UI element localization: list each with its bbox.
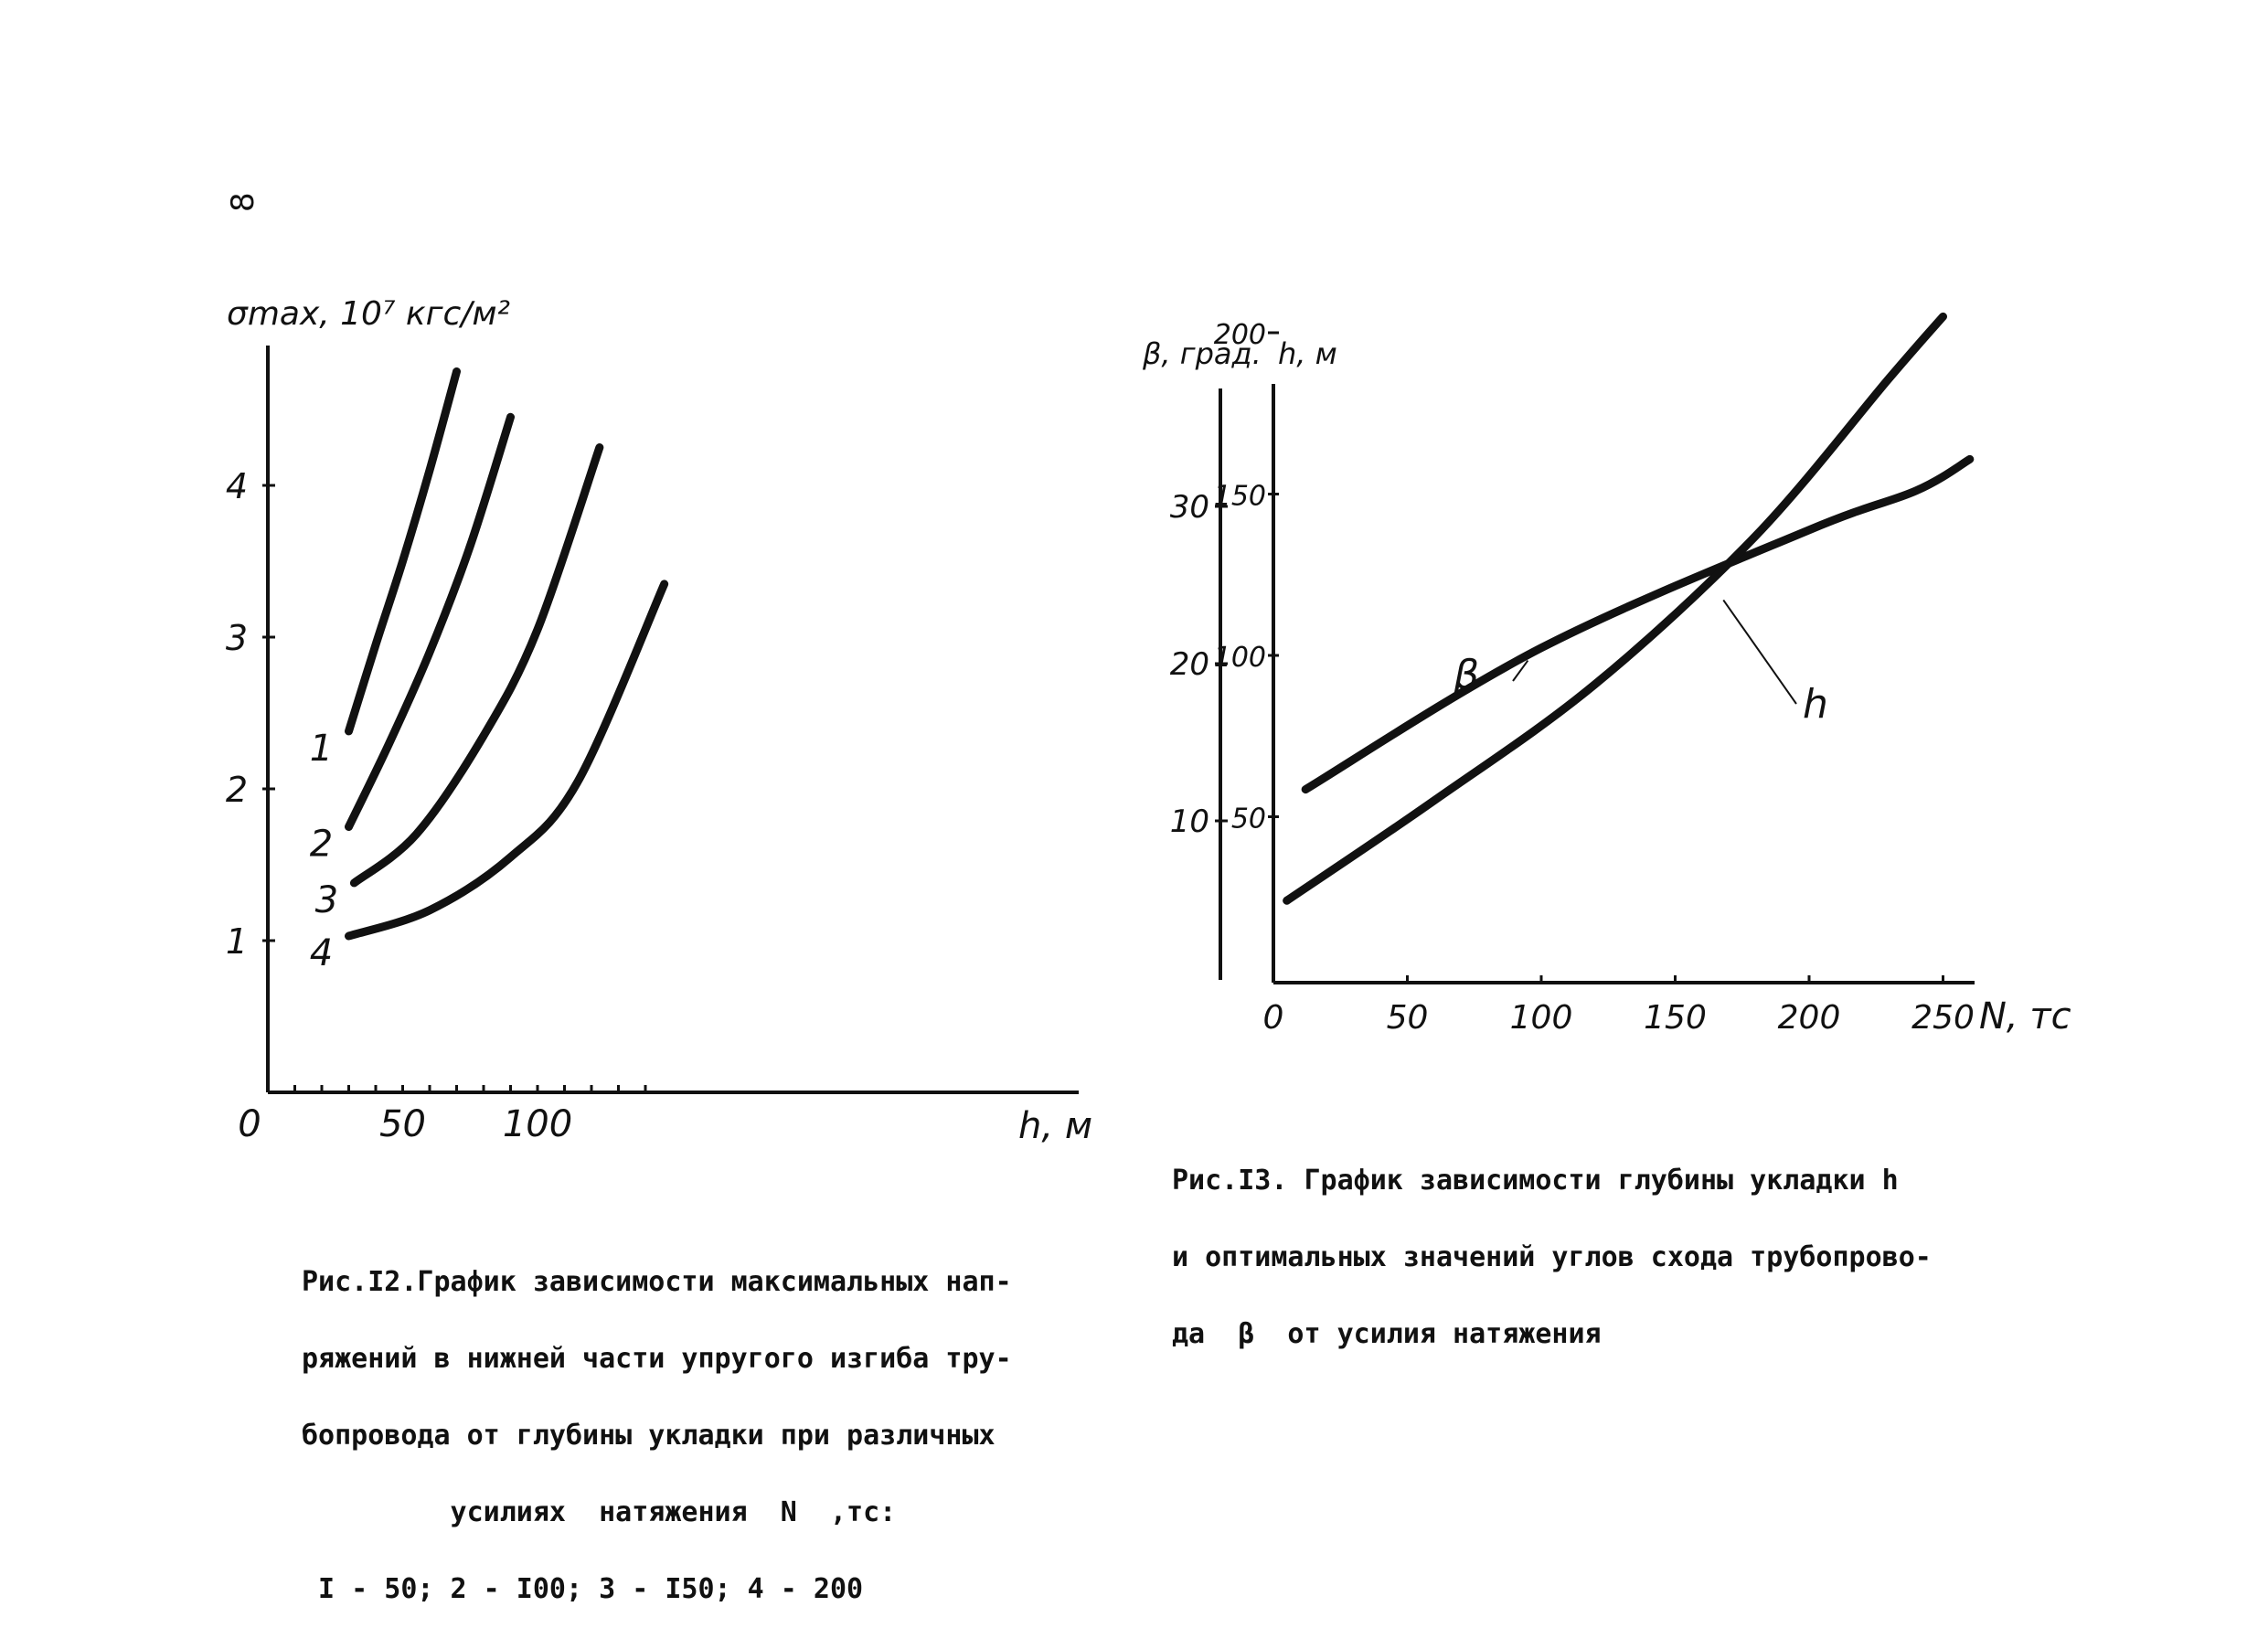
- y-axis-label: σmax, 10⁷ кгс/м²: [227, 295, 510, 333]
- series-line-4: [345, 580, 669, 941]
- series-line-β: [1301, 454, 1975, 794]
- h-tick-label: 200: [1214, 319, 1266, 351]
- x-tick-label: 100: [503, 1103, 572, 1145]
- beta-tick-label: 10: [1170, 803, 1209, 840]
- caption-line: усилиях натяжения N ,тс:: [302, 1496, 897, 1528]
- h-leader: [1722, 599, 1797, 705]
- caption-line: I - 50; 2 - I00; 3 - I50; 4 - 200: [302, 1573, 864, 1605]
- caption-line: Рис.I2.График зависимости максимальных н…: [302, 1266, 1012, 1298]
- beta-tick-label: 30: [1170, 489, 1209, 526]
- caption-line: ряжений в нижней части упругого изгиба т…: [302, 1343, 1012, 1375]
- x-tick-label: 250: [1911, 999, 1975, 1037]
- series-label-1: 1: [310, 728, 333, 770]
- series-line-3: [349, 443, 604, 888]
- caption-line: да β от усилия натяжения: [1172, 1318, 1602, 1350]
- series-label-2: 2: [310, 824, 333, 866]
- x-axis-label: h, м: [1018, 1105, 1092, 1147]
- beta-tick-label: 20: [1170, 646, 1209, 683]
- series-line-2: [345, 412, 515, 831]
- caption-fig12: Рис.I2.График зависимости максимальных н…: [302, 1218, 1012, 1628]
- series-line-h: [1283, 312, 1947, 905]
- h-tick-label: 50: [1231, 803, 1266, 835]
- chart-12: 1 2 3 4 0 50 100 h, м σmax, 10⁷ кгс/м² 1 2 3 4: [226, 295, 1092, 1147]
- x-tick-label: 0: [1263, 999, 1284, 1037]
- series-label-4: 4: [310, 932, 333, 974]
- y-tick-label: 3: [226, 618, 248, 658]
- x-tick-label: 50: [379, 1103, 426, 1145]
- x-tick-label: 0: [238, 1103, 261, 1145]
- series-line-1: [345, 367, 461, 736]
- beta-axis-label: β, град.: [1142, 336, 1262, 371]
- y-tick-label: 4: [226, 466, 248, 506]
- caption-line: бопровода от глубины укладки при различн…: [302, 1420, 996, 1452]
- x-tick-label: 200: [1778, 999, 1841, 1037]
- x-tick-label: 150: [1644, 999, 1707, 1037]
- x-tick-label: 100: [1510, 999, 1573, 1037]
- caption-line: и оптимальных значений углов схода трубо…: [1172, 1241, 1932, 1273]
- beta-leader: [1512, 660, 1529, 682]
- h-tick-label: 150: [1214, 481, 1266, 513]
- caption-line: Рис.I3. График зависимости глубины уклад…: [1172, 1165, 1899, 1197]
- series-label-3: 3: [315, 879, 338, 921]
- chart-13: 10 20 30 50 100 150 200 0 50 100 150 200 250 N, тс β, …: [1142, 312, 2071, 1037]
- y-tick-label: 1: [226, 921, 248, 962]
- caption-fig13: Рис.I3. График зависимости глубины уклад…: [1172, 1117, 1932, 1373]
- h-axis-label: h, м: [1278, 336, 1337, 371]
- series-label-beta: β: [1453, 652, 1479, 698]
- y-tick-label: 2: [226, 770, 248, 810]
- x-tick-label: 50: [1387, 999, 1429, 1037]
- h-tick-label: 100: [1214, 642, 1266, 674]
- series-label-h: h: [1803, 681, 1828, 728]
- x-axis-label: N, тс: [1979, 995, 2071, 1037]
